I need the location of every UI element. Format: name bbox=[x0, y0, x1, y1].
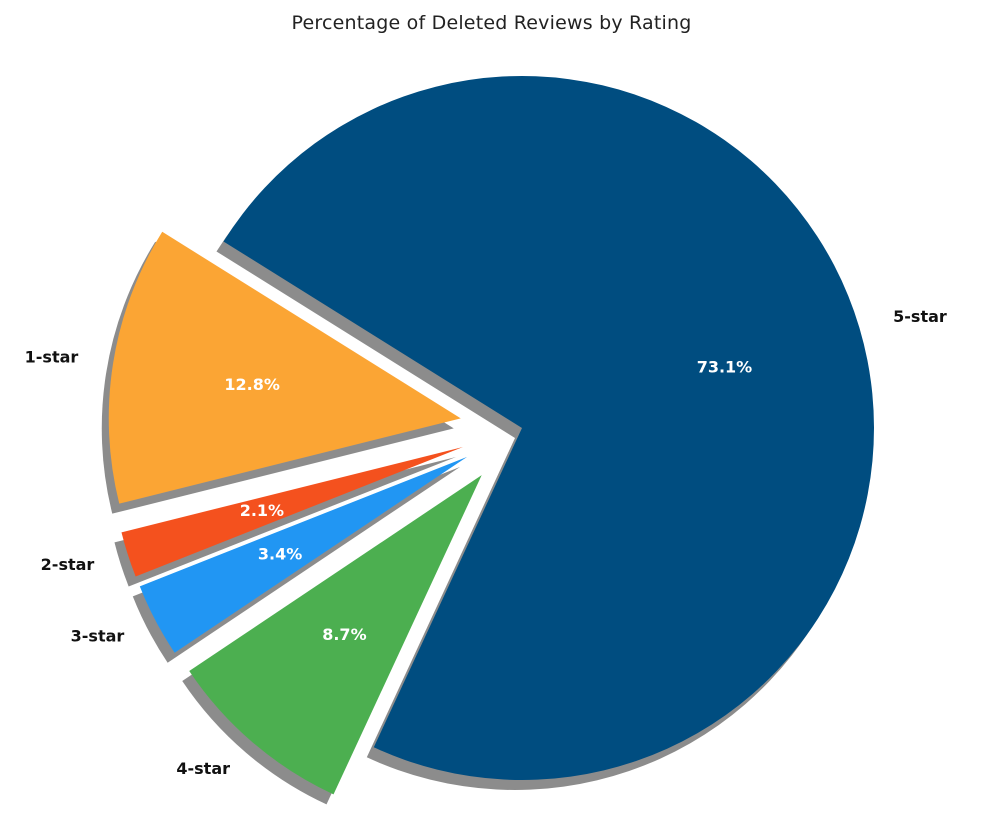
pie-slice-2-star bbox=[121, 446, 463, 577]
slice-pct-3-star: 3.4% bbox=[258, 544, 302, 563]
slice-label-5-star: 5-star bbox=[893, 307, 947, 326]
slice-label-2-star: 2-star bbox=[41, 555, 95, 574]
slice-pct-4-star: 8.7% bbox=[322, 625, 366, 644]
pie-slice-5-star bbox=[223, 76, 875, 781]
slice-pct-1-star: 12.8% bbox=[224, 375, 280, 394]
slice-pct-2-star: 2.1% bbox=[240, 501, 284, 520]
slice-label-4-star: 4-star bbox=[176, 759, 230, 778]
slice-label-3-star: 3-star bbox=[71, 626, 125, 645]
chart-title: Percentage of Deleted Reviews by Rating bbox=[291, 12, 692, 34]
pie-slice-4-star bbox=[189, 475, 482, 795]
slice-pct-5-star: 73.1% bbox=[697, 357, 753, 376]
label-layer: 1-star 12.8% 2-star 2.1% 3-star 3.4% 4-star 8.7… bbox=[25, 307, 947, 778]
slice-shadow-2-star bbox=[114, 456, 456, 587]
pie-slice-3-star bbox=[139, 456, 468, 653]
pie-slice-1-star bbox=[108, 231, 461, 504]
slice-layer bbox=[108, 76, 875, 795]
slice-label-1-star: 1-star bbox=[25, 347, 79, 366]
